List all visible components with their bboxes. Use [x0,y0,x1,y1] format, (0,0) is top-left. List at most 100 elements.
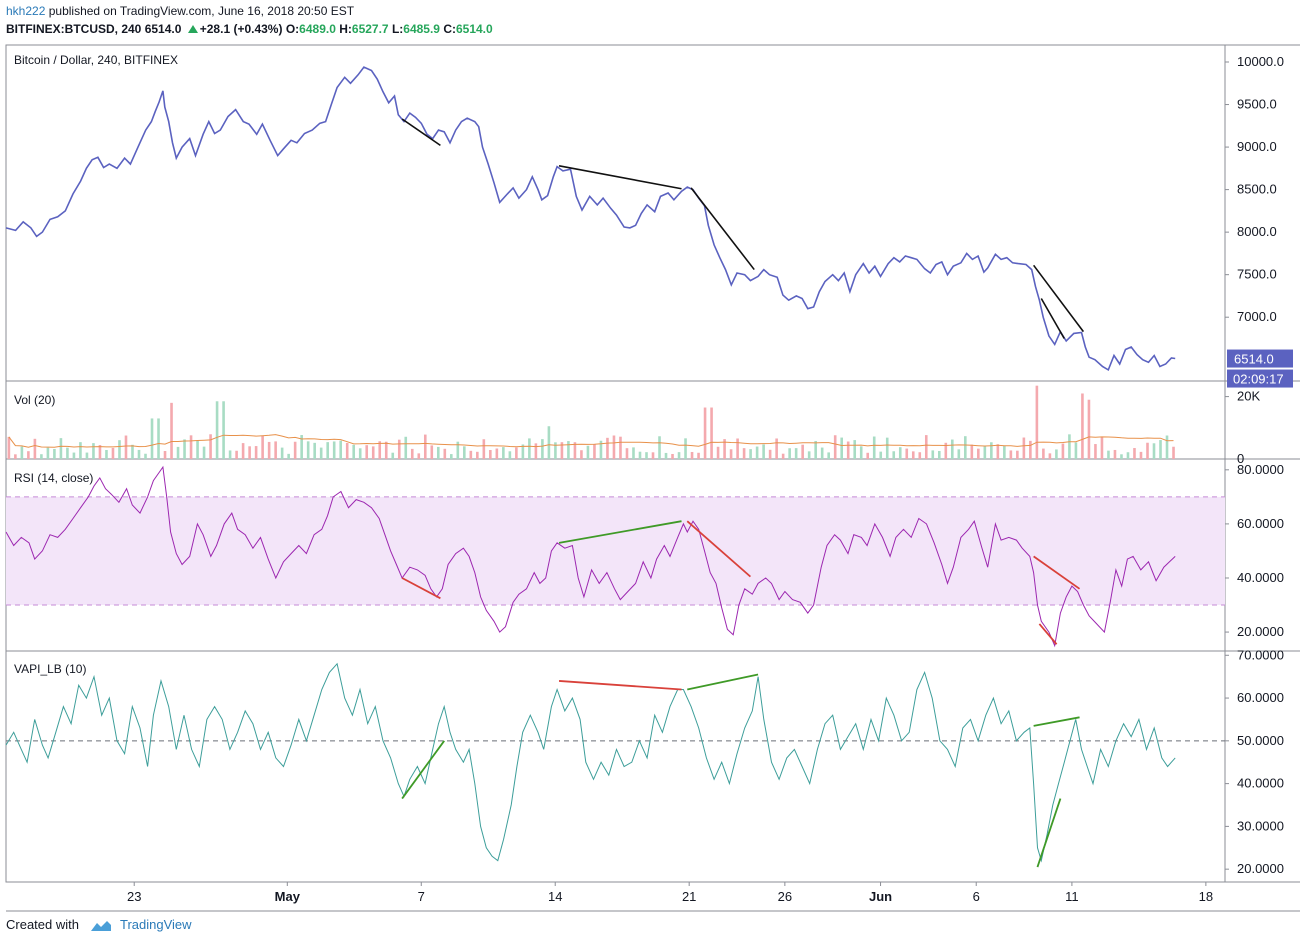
volume-bar [1172,446,1175,459]
volume-bar [677,452,681,459]
publisher-link[interactable]: hkh222 [6,4,46,18]
volume-bar [846,441,850,459]
volume-bar [840,437,843,459]
volume-bar [697,452,700,459]
volume-bar [1081,393,1084,459]
volume-bar [1074,442,1078,459]
volume-bar [970,444,974,459]
volume-bar [241,443,245,459]
volume-bar [964,436,967,459]
volume-bar [625,448,629,459]
time-axis-label: Jun [869,889,892,904]
volume-bar [1165,435,1169,459]
volume-bar [456,441,460,459]
volume-bar [261,435,264,459]
price-axis-tick-label: 7500.0 [1237,267,1277,282]
volume-bar [436,446,440,459]
volume-bar [1029,440,1032,459]
time-axis-label: 7 [418,889,425,904]
volume-bar [983,445,987,459]
volume-ma-line [8,434,1174,448]
last-price: 6514.0 [144,22,182,36]
vapi-axis-tick-label: 60.0000 [1237,690,1284,705]
volume-bar [502,447,505,459]
volume-bar [645,452,648,459]
vapi-trendline [1033,716,1080,727]
time-axis-label: May [275,889,301,904]
time-axis-label: 21 [682,889,696,904]
rsi-axis-tick-label: 60.0000 [1237,516,1284,531]
volume-bar [339,440,342,459]
volume-bar [306,441,310,459]
volume-bar [612,435,616,459]
volume-bar [736,438,739,459]
change-value: +28.1 (+0.43%) [199,22,283,36]
published-text: published on TradingView.com, June 16, 2… [48,4,355,18]
volume-bar [866,452,870,459]
rsi-band [6,496,1225,606]
volume-bar [293,441,297,459]
volume-bar [1016,450,1019,459]
volume-bar [417,453,421,459]
volume-bar [586,445,590,459]
volume-bar [137,449,141,459]
volume-bar [489,449,492,459]
volume-bar [1068,434,1071,459]
volume-bar [495,448,499,459]
volume-bar [189,435,193,459]
time-axis-label: 14 [548,889,562,904]
volume-axis-tick-label: 20K [1237,389,1260,404]
countdown-badge [1227,369,1293,388]
volume-bar [27,451,30,459]
volume-bar [931,450,935,459]
low-value: 6485.9 [403,22,440,36]
volume-bar [996,444,1000,459]
volume-bar [215,401,219,459]
time-axis-label: 11 [1065,889,1079,904]
volume-bar [397,439,401,459]
price-axis-tick-label: 8500.0 [1237,182,1277,197]
volume-bar [814,440,817,459]
volume-bar [801,444,804,459]
rsi-axis-tick-label: 40.0000 [1237,570,1284,585]
volume-bar [1159,440,1162,459]
volume-bar [671,453,674,459]
created-with-label: Created with [6,917,79,932]
volume-bar [1133,448,1136,459]
chart-frame [5,44,1226,883]
volume-bar [1048,453,1052,459]
volume-bar [352,444,356,459]
tradingview-link[interactable]: TradingView [120,917,192,932]
price-line [5,66,1176,372]
volume-bar [14,454,17,459]
tradingview-logo-icon[interactable] [89,919,113,933]
volume-bar [176,446,180,459]
volume-bar [300,435,303,459]
vapi-axis-tick-label: 30.0000 [1237,818,1284,833]
volume-bar [450,454,453,459]
volume-bar [92,443,95,459]
volume-bar [827,452,830,459]
volume-bar [319,447,323,459]
volume-bar [46,447,50,459]
volume-bar [267,441,271,459]
volume-bar [580,450,583,459]
volume-bar [40,454,43,459]
volume-bar [384,441,388,459]
volume-bar [879,451,883,459]
price-trendline [1032,264,1085,333]
time-axis-label: 23 [127,889,141,904]
vapi-trendline [1036,798,1062,868]
volume-bar [918,452,922,459]
volume-bar [892,451,896,459]
vapi-axis-tick-label: 50.0000 [1237,733,1284,748]
volume-bar [274,441,277,459]
volume-bar [105,450,108,459]
rsi-trendline [686,520,752,578]
volume-bar [859,446,863,459]
volume-bar [762,444,765,459]
volume-bar [599,440,603,459]
volume-bar [33,438,37,459]
volume-bar [118,440,121,459]
